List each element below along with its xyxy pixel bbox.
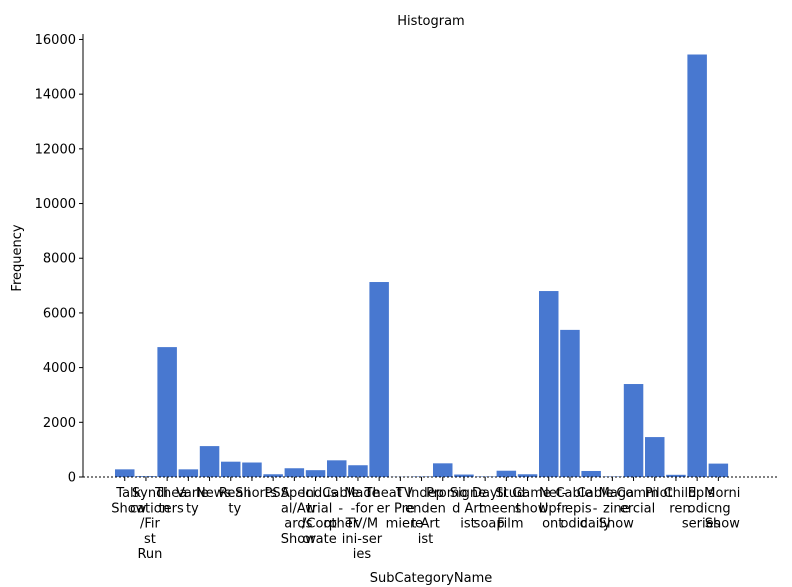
- x-tick-label-5: Reali ty: [219, 486, 251, 516]
- x-tick-label-28: Morni ng Show: [704, 486, 740, 532]
- bar-24: [623, 384, 644, 477]
- x-tick-label-13: TV Pre miere: [386, 486, 423, 532]
- bar-22: [581, 470, 601, 477]
- x-tick-label-10: Cable -other: [322, 486, 359, 532]
- bar-14: [411, 476, 432, 477]
- y-tick-label-6: 12000: [35, 142, 76, 157]
- x-tick-label-26: Child ren: [664, 486, 697, 516]
- bar-21: [560, 329, 580, 477]
- x-tick-label-2: Thea ters: [154, 486, 187, 516]
- bar-18: [496, 470, 517, 477]
- bar-28: [708, 463, 729, 477]
- x-tick-label-6: Shorts: [235, 486, 277, 501]
- bar-15: [433, 463, 453, 477]
- bar-16: [454, 474, 474, 477]
- y-tick-label-2: 4000: [43, 361, 76, 376]
- bar-0: [115, 469, 135, 477]
- x-tick-label-1: Syndi cation/Fir st Run: [130, 486, 170, 562]
- bar-7: [263, 474, 283, 477]
- y-tick-label-7: 14000: [35, 88, 76, 103]
- x-tick-label-19: Game show: [512, 486, 551, 516]
- x-axis-label: SubCategoryName: [370, 571, 492, 586]
- x-tick-label-21: Cable - epis odic: [555, 486, 592, 532]
- bar-2: [157, 347, 177, 477]
- x-tick-label-7: PSA: [265, 486, 290, 501]
- x-tick-label-15: Promo: [426, 486, 467, 501]
- bar-9: [305, 470, 326, 477]
- x-tick-label-4: News: [196, 486, 231, 501]
- y-tick-label-5: 10000: [35, 197, 76, 212]
- bar-4: [199, 446, 220, 477]
- bar-8: [284, 468, 305, 477]
- x-tick-label-12: Theat er: [364, 486, 402, 516]
- y-tick-label-4: 8000: [43, 252, 76, 267]
- x-tick-label-0: Talk Show: [111, 486, 146, 516]
- x-tick-label-17: Dayti me soap: [472, 486, 506, 532]
- bar-10: [327, 460, 347, 477]
- x-tick-label-20: Net-Upfr ont: [539, 486, 567, 532]
- plot-area: 0 2000 4000 6000 8000 10000 12000 14000 16000 Tal…: [35, 33, 779, 562]
- chart-title: Histogram: [397, 14, 464, 29]
- bar-27: [687, 54, 707, 478]
- bar-20: [539, 291, 559, 477]
- bar-17: [475, 476, 495, 477]
- bar-5: [221, 461, 241, 477]
- x-tick-label-18: Stud ent Film: [495, 486, 525, 532]
- x-tick-label-14: Indep enden t Art ist: [405, 486, 446, 547]
- bar-25: [645, 437, 665, 477]
- y-tick-label-8: 16000: [35, 33, 76, 48]
- x-tick-label-9: Indus trial/Corp orate: [302, 486, 338, 547]
- x-tick-label-24: Comm ercial: [616, 486, 658, 516]
- bar-1: [136, 476, 156, 477]
- bar-19: [517, 474, 538, 477]
- x-tick-label-22: Cable -daily: [577, 486, 614, 532]
- y-tick-label-1: 2000: [43, 416, 76, 431]
- bar-6: [242, 462, 262, 477]
- x-tick-label-25: Pilot: [645, 486, 673, 501]
- bar-26: [666, 474, 686, 477]
- x-tick-label-16: Signe d Art ist: [450, 486, 486, 532]
- bar-11: [348, 465, 368, 477]
- y-tick-label-0: 0: [68, 471, 76, 486]
- x-tick-label-11: Made -for TV/M ini-ser ies: [342, 486, 383, 562]
- y-axis-label: Frequency: [10, 224, 25, 291]
- bar-12: [369, 282, 389, 477]
- x-tick-label-3: Varie ty: [176, 486, 209, 516]
- y-tick-label-3: 6000: [43, 306, 76, 321]
- x-tick-label-23: Maga zine Show: [599, 486, 635, 532]
- bar-3: [178, 469, 199, 477]
- x-tick-label-27: Epis odic series: [682, 486, 721, 532]
- x-tick-label-8: Speci al/Aw ards Show: [281, 486, 317, 547]
